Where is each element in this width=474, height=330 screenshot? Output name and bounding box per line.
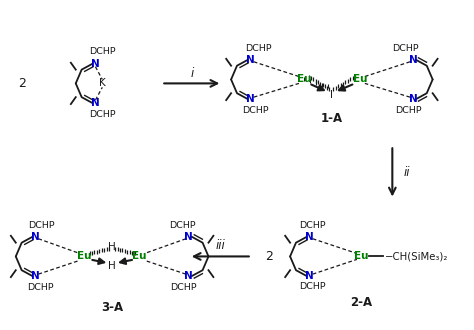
Text: 3-A: 3-A <box>101 301 123 314</box>
Text: Eu: Eu <box>353 75 367 84</box>
Text: DCHP: DCHP <box>300 221 326 230</box>
Text: N: N <box>184 232 193 242</box>
Text: N: N <box>246 94 255 104</box>
Text: 2: 2 <box>18 77 26 90</box>
Text: N: N <box>246 55 255 65</box>
Text: 2: 2 <box>265 250 273 263</box>
Text: N: N <box>91 98 100 108</box>
Text: DCHP: DCHP <box>27 283 54 292</box>
Text: H: H <box>108 261 116 271</box>
Text: 1-A: 1-A <box>320 112 342 125</box>
Text: DCHP: DCHP <box>395 107 421 116</box>
Text: Eu: Eu <box>132 251 147 261</box>
Text: N: N <box>409 55 418 65</box>
Text: iii: iii <box>215 239 225 252</box>
Text: Eu: Eu <box>354 251 368 261</box>
Text: N: N <box>91 59 100 69</box>
Text: N: N <box>31 271 40 281</box>
Text: i: i <box>190 67 193 80</box>
Text: DCHP: DCHP <box>89 48 116 56</box>
Text: −CH(SiMe₃)₂: −CH(SiMe₃)₂ <box>384 251 448 261</box>
Text: DCHP: DCHP <box>170 221 196 230</box>
Text: I: I <box>330 90 333 100</box>
Text: N: N <box>305 271 314 281</box>
Text: K: K <box>99 79 106 88</box>
Text: H: H <box>108 242 116 251</box>
Text: DCHP: DCHP <box>392 45 419 53</box>
Text: DCHP: DCHP <box>89 110 116 119</box>
Text: Eu: Eu <box>77 251 92 261</box>
Text: DCHP: DCHP <box>171 283 197 292</box>
Text: ii: ii <box>404 166 410 180</box>
Text: DCHP: DCHP <box>28 221 55 230</box>
Text: N: N <box>31 232 40 242</box>
Text: DCHP: DCHP <box>246 45 272 53</box>
Text: N: N <box>305 232 314 242</box>
Text: N: N <box>409 94 418 104</box>
Text: DCHP: DCHP <box>242 107 269 116</box>
Text: DCHP: DCHP <box>300 282 326 291</box>
Text: N: N <box>184 271 193 281</box>
Text: 2-A: 2-A <box>350 296 372 309</box>
Text: Eu: Eu <box>297 75 311 84</box>
